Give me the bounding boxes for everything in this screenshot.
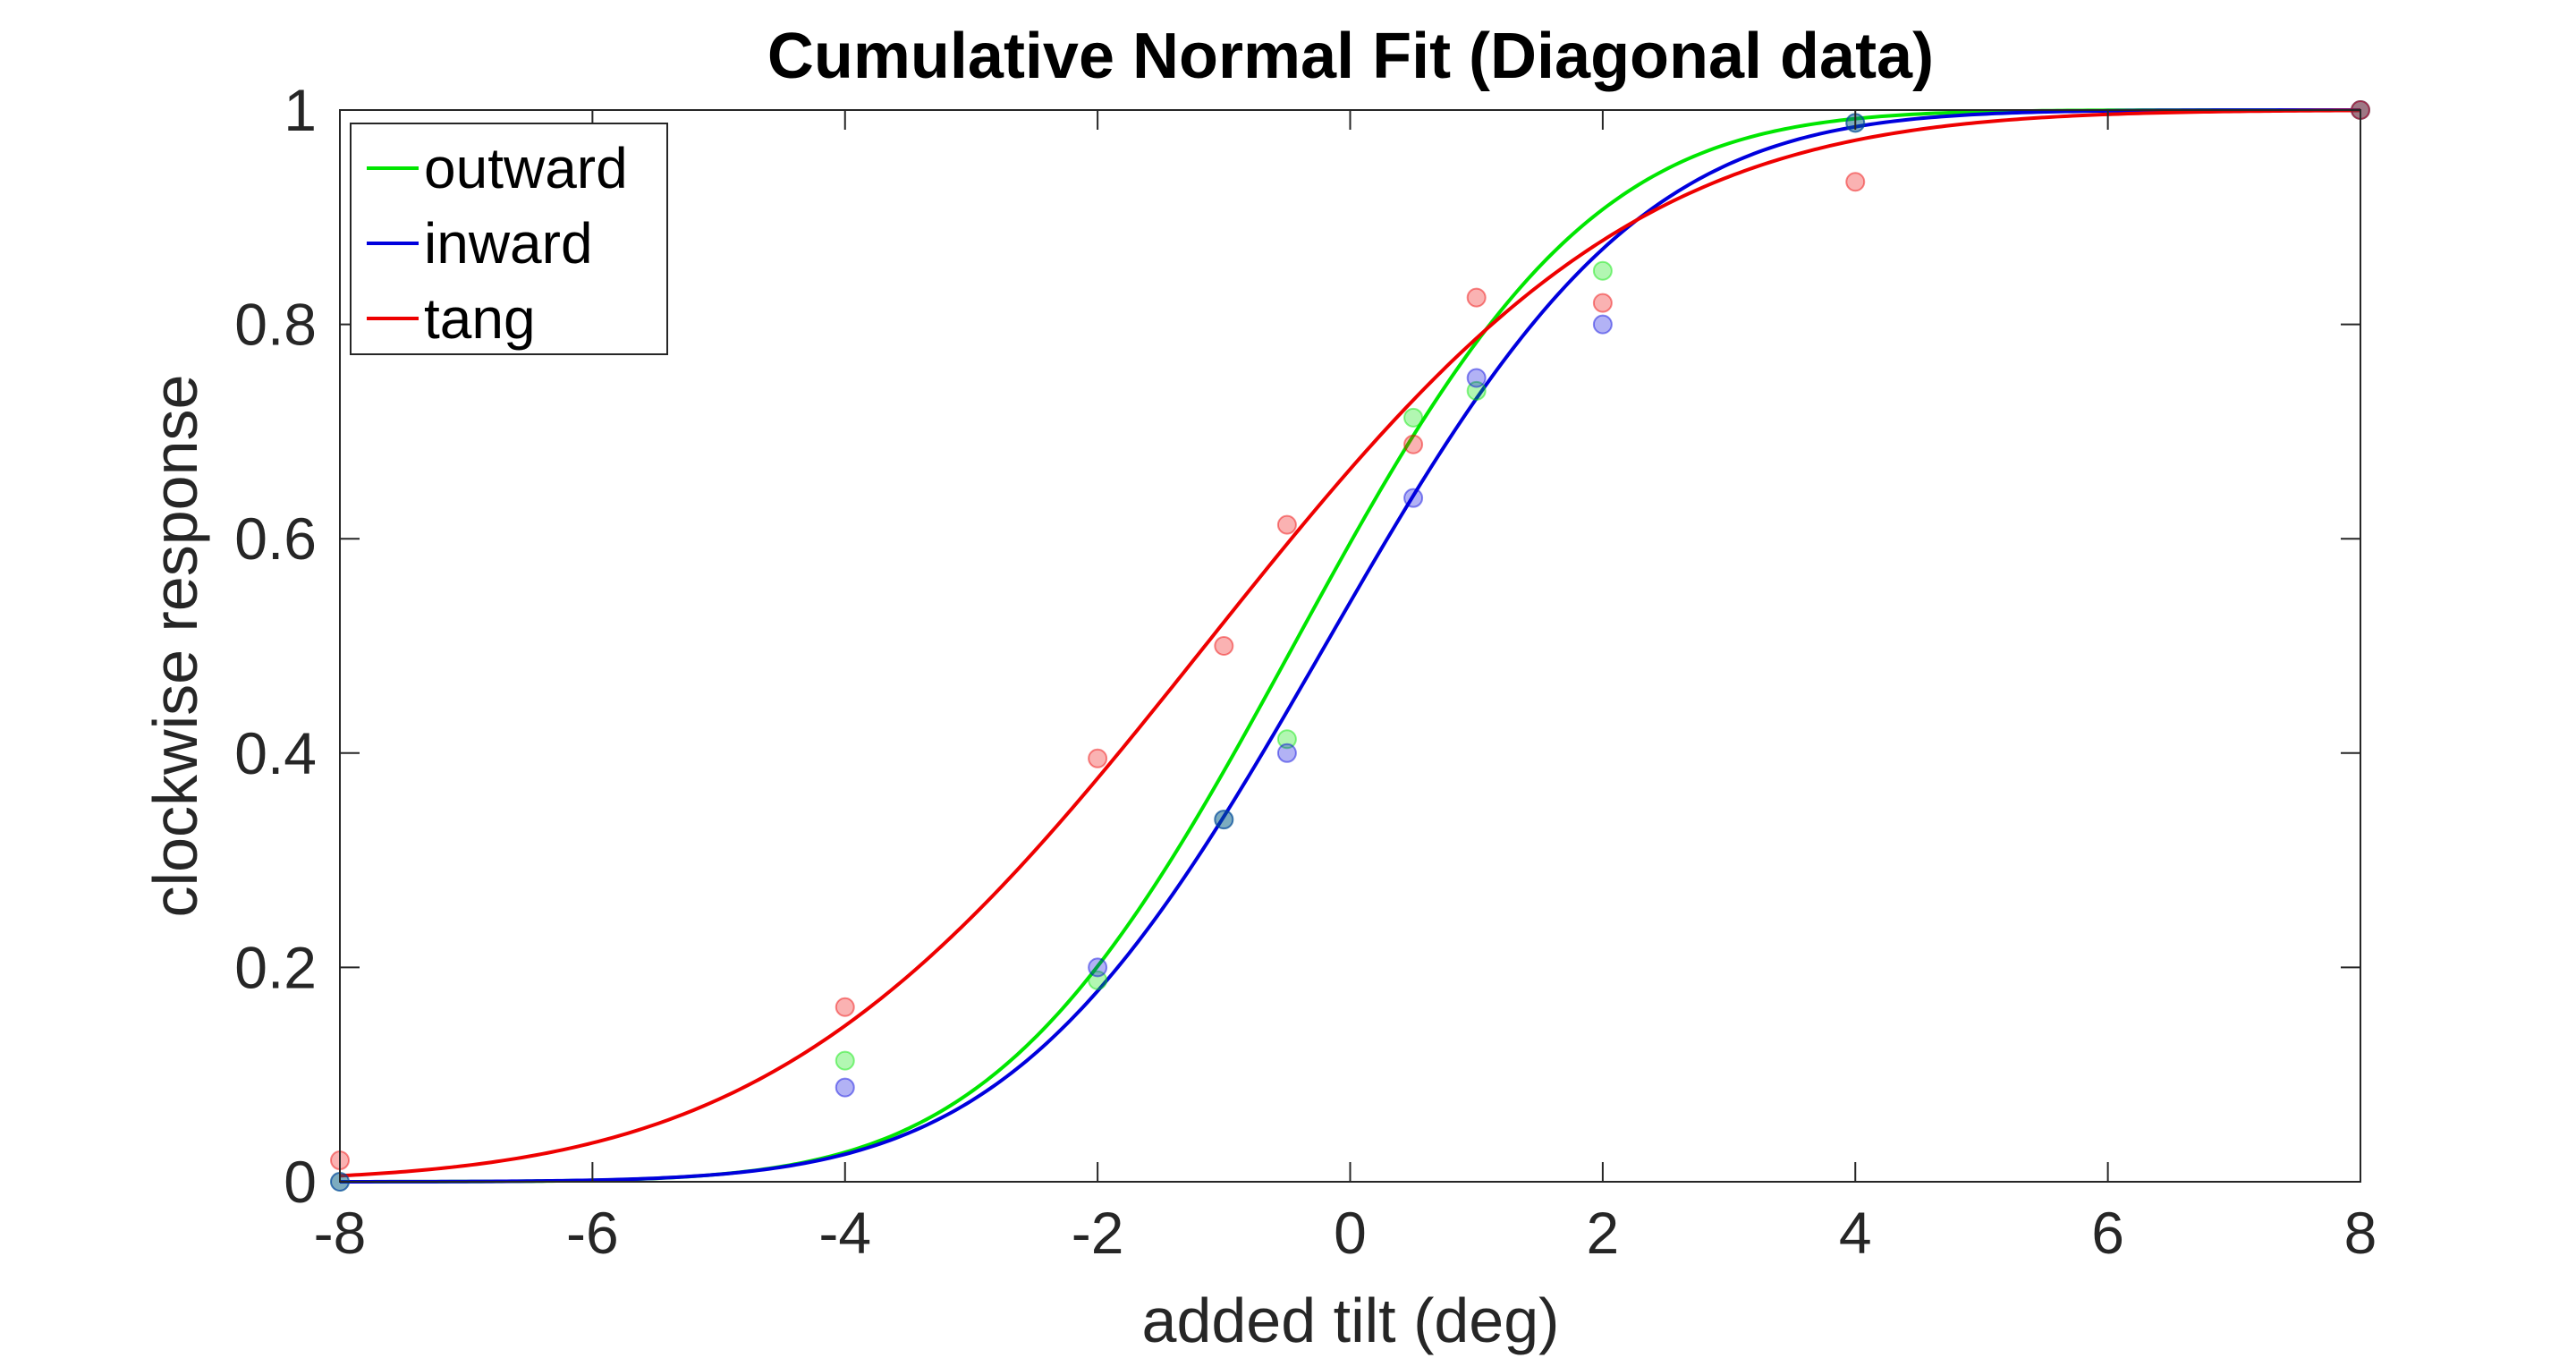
y-tick-label: 1 [284, 77, 317, 143]
legend-label-inward: inward [424, 211, 593, 276]
data-point-outward [1592, 260, 1613, 281]
y-tick-label: 0.4 [234, 720, 317, 786]
legend-label-outward: outward [424, 136, 628, 200]
y-tick-label: 0.2 [234, 934, 317, 1000]
axis-ticks [339, 109, 2361, 1183]
data-point-outward [835, 1050, 855, 1071]
data-point-outward [1466, 380, 1487, 401]
x-tick-label: -2 [1072, 1200, 1124, 1266]
data-point-inward [1214, 810, 1234, 830]
x-axis-label: added tilt (deg) [1142, 1286, 1560, 1355]
plot-area [340, 110, 2360, 1182]
data-point-tang [1403, 434, 1424, 454]
data-point-inward [1466, 368, 1487, 388]
data-point-tang [1088, 748, 1108, 768]
legend: outward inward tang [350, 123, 668, 355]
data-point-inward [835, 1077, 855, 1098]
legend-box [350, 123, 668, 355]
y-axis-label: clockwise response [140, 375, 210, 918]
x-tick-label: -6 [566, 1200, 619, 1266]
data-point-outward [1088, 970, 1108, 990]
fit-curve-inward [340, 108, 2360, 1184]
x-tick-label: -8 [314, 1200, 367, 1266]
data-point-tang [1592, 293, 1613, 313]
data-point-outward [1276, 729, 1297, 750]
chart-title: Cumulative Normal Fit (Diagonal data) [767, 21, 1934, 92]
data-point-tang [1466, 287, 1487, 308]
data-point-tang [1276, 514, 1297, 535]
x-tick-label: 0 [1334, 1200, 1367, 1266]
data-point-outward [1403, 407, 1424, 428]
legend-label-tang: tang [424, 286, 536, 351]
fit-curves [339, 108, 2361, 1184]
data-point-tang [1845, 172, 1866, 192]
x-tick-label: 2 [1587, 1200, 1620, 1266]
data-point-outward [1214, 810, 1234, 830]
x-tick-labels: -8 -6 -4 -2 0 2 4 6 8 [314, 1200, 2377, 1266]
y-tick-label: 0.8 [234, 292, 317, 358]
x-tick-label: 6 [2091, 1200, 2124, 1266]
y-tick-labels: 0 0.2 0.4 0.6 0.8 1 [234, 77, 317, 1215]
data-point-inward [1403, 488, 1424, 508]
x-tick-label: -4 [818, 1200, 871, 1266]
x-tick-label: 8 [2344, 1200, 2377, 1266]
data-point-tang [1214, 636, 1234, 656]
data-point-inward [1276, 743, 1297, 763]
fit-curve-tang [339, 108, 2361, 1178]
data-point-inward [1088, 957, 1108, 978]
y-tick-label: 0.6 [234, 505, 317, 572]
x-tick-label: 4 [1839, 1200, 1872, 1266]
data-point-tang [835, 997, 855, 1017]
data-point-inward [1592, 314, 1613, 335]
y-tick-label: 0 [284, 1149, 317, 1215]
